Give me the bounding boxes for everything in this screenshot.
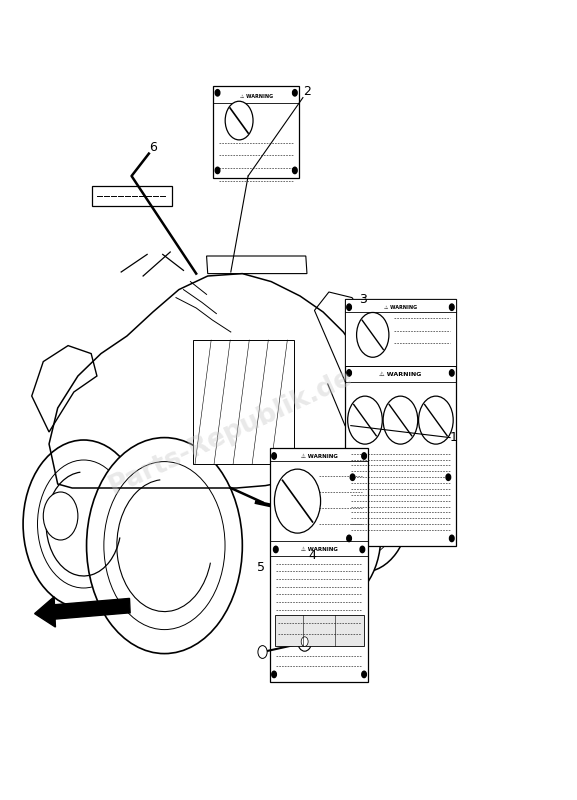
Bar [275, 615, 364, 646]
Circle shape [293, 167, 297, 174]
Circle shape [38, 460, 130, 588]
Text: 6: 6 [149, 141, 157, 154]
Circle shape [329, 460, 398, 556]
Circle shape [449, 304, 454, 310]
Circle shape [273, 546, 278, 553]
Circle shape [347, 370, 351, 376]
Circle shape [357, 313, 389, 358]
Circle shape [215, 167, 220, 174]
Circle shape [293, 90, 297, 96]
Text: ⚠ WARNING: ⚠ WARNING [384, 305, 417, 310]
Circle shape [449, 535, 454, 542]
Circle shape [418, 396, 453, 444]
Circle shape [446, 474, 451, 481]
Circle shape [294, 484, 369, 588]
Bar [345, 299, 456, 366]
Bar [193, 340, 294, 464]
Circle shape [360, 546, 365, 553]
Circle shape [43, 492, 78, 540]
Circle shape [347, 535, 351, 542]
Circle shape [317, 444, 410, 572]
Circle shape [301, 637, 308, 646]
Text: ⚠ WARNING: ⚠ WARNING [379, 372, 422, 377]
Circle shape [275, 469, 321, 533]
Circle shape [383, 396, 418, 444]
Bar [213, 86, 299, 178]
Circle shape [362, 671, 366, 678]
Text: 2: 2 [303, 86, 311, 98]
Circle shape [258, 646, 267, 658]
Circle shape [348, 396, 383, 444]
Circle shape [350, 474, 355, 481]
Text: 5: 5 [257, 562, 265, 574]
Bar [345, 299, 456, 546]
Text: ⚠ WARNING: ⚠ WARNING [301, 547, 338, 552]
Circle shape [283, 468, 381, 604]
Circle shape [347, 304, 351, 310]
Circle shape [272, 453, 276, 459]
Bar [92, 186, 172, 206]
Circle shape [225, 102, 253, 140]
Circle shape [449, 370, 454, 376]
Circle shape [272, 671, 276, 678]
Text: ⚠ WARNING: ⚠ WARNING [239, 94, 273, 98]
Text: ⚠ WARNING: ⚠ WARNING [301, 454, 338, 458]
Circle shape [362, 453, 366, 459]
Circle shape [104, 462, 225, 630]
Circle shape [215, 90, 220, 96]
Circle shape [87, 438, 242, 654]
Text: 1: 1 [450, 431, 458, 444]
Circle shape [298, 632, 312, 651]
Text: 3: 3 [359, 293, 367, 306]
Text: 4: 4 [309, 549, 317, 562]
Bar [270, 448, 368, 682]
FancyArrow shape [35, 597, 130, 627]
Text: Parts-Republik.de: Parts-Republik.de [104, 364, 357, 500]
Circle shape [23, 440, 144, 608]
